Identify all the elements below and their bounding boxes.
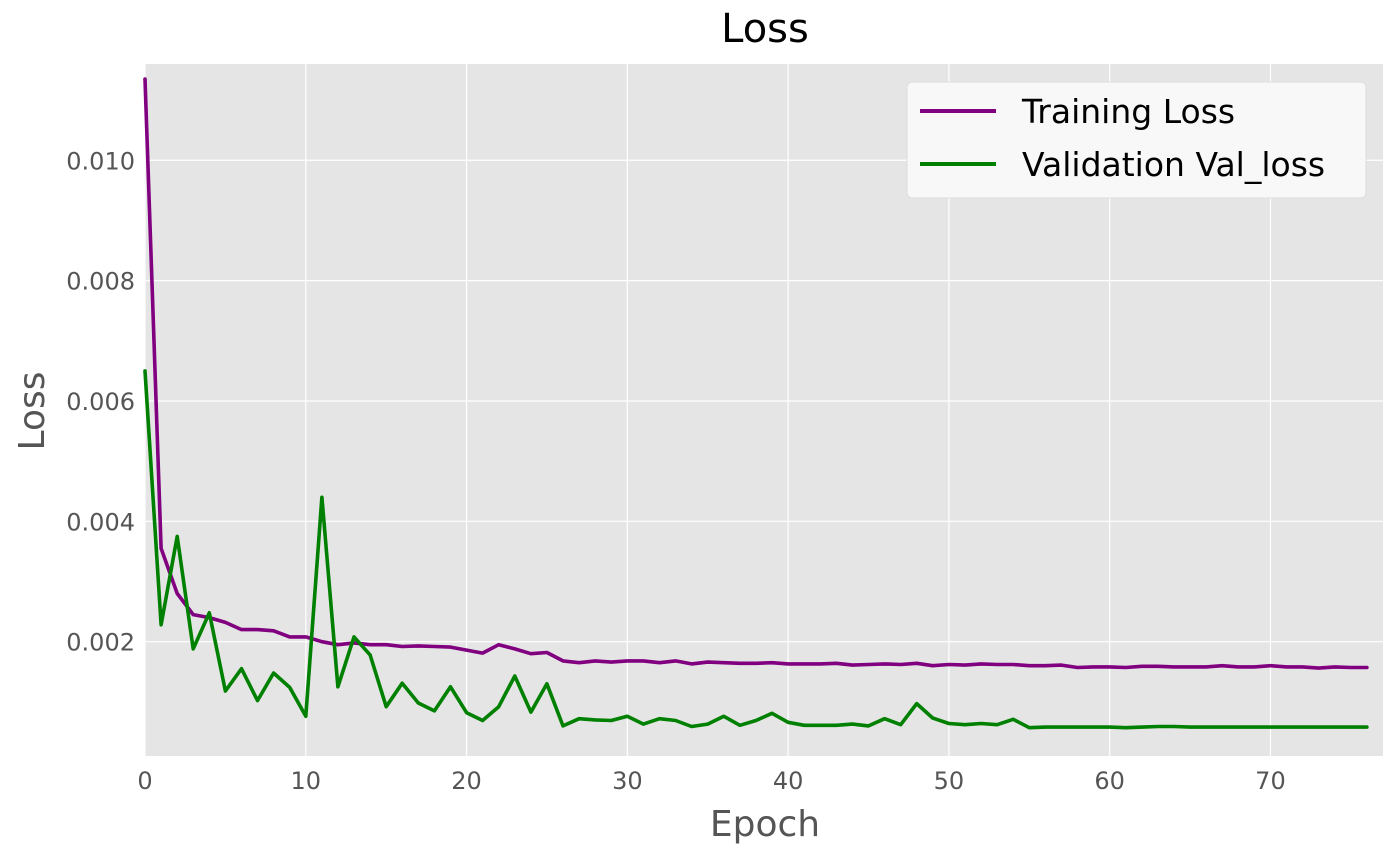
legend-label-training: Training Loss — [1021, 92, 1235, 131]
legend-box — [906, 81, 1367, 199]
x-tick-label: 60 — [1094, 767, 1125, 795]
legend-label-validation: Validation Val_loss — [1022, 145, 1325, 184]
x-tick-label: 70 — [1255, 767, 1286, 795]
legend: Training Loss Validation Val_loss — [906, 81, 1367, 199]
x-tick-label: 30 — [612, 767, 643, 795]
y-tick-label: 0.008 — [66, 268, 135, 296]
series-lines — [143, 77, 1369, 730]
x-tick-label: 50 — [934, 767, 965, 795]
y-tick-label: 0.002 — [66, 629, 135, 657]
chart-title: Loss — [721, 6, 809, 52]
y-axis-label: Loss — [12, 372, 53, 451]
x-tick-label: 10 — [291, 767, 322, 795]
x-tick-label: 20 — [451, 767, 482, 795]
tick-labels: 0 10 20 30 40 50 60 70 0.002 0.004 0.006 0.008 0.010 — [66, 147, 1285, 795]
y-tick-label: 0.004 — [66, 508, 135, 536]
x-axis-label: Epoch — [710, 804, 820, 845]
y-tick-label: 0.006 — [66, 388, 135, 416]
x-tick-label: 0 — [137, 767, 152, 795]
training-loss-line — [143, 77, 1369, 670]
validation-loss-line — [143, 369, 1369, 730]
x-tick-label: 40 — [773, 767, 804, 795]
y-tick-label: 0.010 — [66, 147, 135, 175]
